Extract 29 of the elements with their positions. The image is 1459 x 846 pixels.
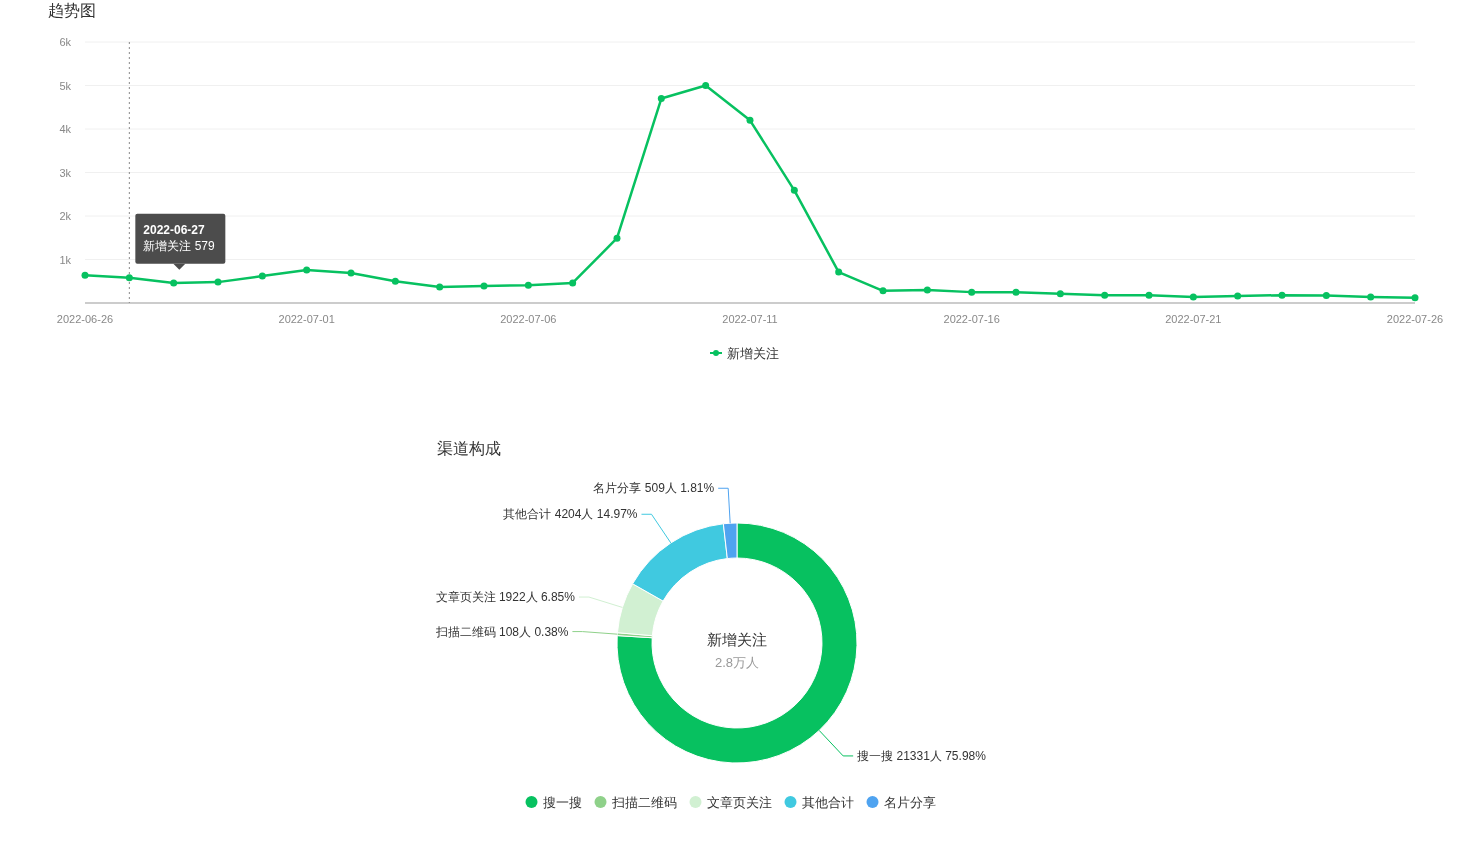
x-tick-label: 2022-07-26: [1386, 313, 1444, 325]
x-tick-label: 2022-07-11: [722, 313, 778, 325]
y-tick-label: 5k: [59, 79, 72, 92]
x-tick-label: 2022-07-16: [943, 313, 1000, 325]
legend-label: 新增关注: [727, 346, 779, 361]
y-tick-label: 6k: [59, 36, 72, 48]
y-tick-label: 4k: [59, 123, 72, 135]
data-label: 扫描二维码 108人 0.38%: [434, 624, 569, 639]
data-label: 名片分享 509人 1.81%: [593, 481, 715, 496]
x-tick-label: 2022-06-26: [56, 313, 114, 325]
legend-label: 名片分享: [883, 795, 936, 810]
chart-title: 趋势图: [48, 2, 96, 19]
x-tick-label: 2022-07-21: [1165, 313, 1222, 325]
data-label: 其他合计 4204人 14.97%: [503, 507, 638, 522]
text: 新增关注: [707, 631, 767, 648]
y-tick-label: 3k: [59, 166, 72, 179]
x-tick-label: 2022-07-06: [500, 313, 557, 325]
legend-label: 文章页关注: [706, 795, 772, 810]
data-label: 文章页关注 1922人 6.85%: [435, 590, 576, 605]
chart-title: 渠道构成: [437, 440, 501, 457]
annotation: 2022-06-27 新增关注 579: [143, 222, 216, 253]
legend-label: 扫描二维码: [610, 795, 677, 810]
legend-label: 其他合计: [801, 795, 854, 810]
legend-label: 搜一搜: [542, 795, 582, 810]
y-tick-label: 2k: [59, 210, 72, 222]
data-label: 搜一搜 21331人 75.98%: [857, 748, 987, 763]
x-tick-label: 2022-07-01: [278, 313, 335, 325]
y-tick-label: 1k: [59, 253, 72, 266]
text: 2.8万人: [714, 655, 760, 670]
